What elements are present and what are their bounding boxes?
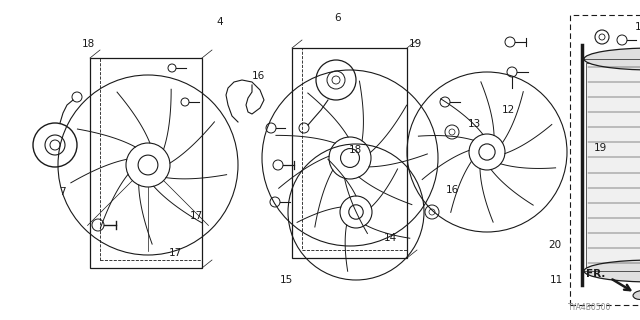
Text: 20: 20 <box>548 240 561 250</box>
Text: 18: 18 <box>348 145 362 155</box>
Text: 12: 12 <box>501 105 515 115</box>
Text: 19: 19 <box>593 143 607 153</box>
Text: FR.: FR. <box>586 269 605 279</box>
Text: 17: 17 <box>168 248 182 258</box>
Text: 13: 13 <box>467 119 481 129</box>
Text: 11: 11 <box>549 275 563 285</box>
Text: 17: 17 <box>189 211 203 221</box>
Ellipse shape <box>584 48 640 70</box>
Text: 18: 18 <box>81 39 95 49</box>
Text: 7: 7 <box>59 187 65 197</box>
Ellipse shape <box>584 260 640 282</box>
Bar <box>302 48 407 250</box>
Text: 19: 19 <box>408 39 422 49</box>
Bar <box>100 58 202 260</box>
Text: 14: 14 <box>383 233 397 243</box>
Bar <box>570 15 640 305</box>
Text: 16: 16 <box>252 71 264 81</box>
Text: 4: 4 <box>217 17 223 27</box>
Text: 1: 1 <box>635 22 640 32</box>
Text: 16: 16 <box>445 185 459 195</box>
Text: 15: 15 <box>280 275 292 285</box>
Text: TYA4B0500: TYA4B0500 <box>568 303 612 312</box>
Text: 6: 6 <box>335 13 341 23</box>
Ellipse shape <box>633 291 640 300</box>
Bar <box>292 48 407 258</box>
Bar <box>90 58 202 268</box>
Bar <box>586 63 640 267</box>
